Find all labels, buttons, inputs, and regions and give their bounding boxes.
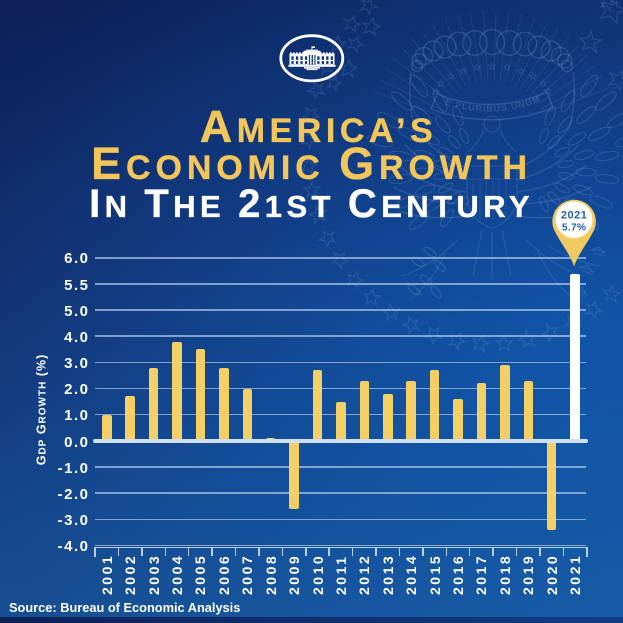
svg-text:2021: 2021 [561, 210, 587, 222]
svg-text:5.7%: 5.7% [562, 223, 586, 234]
